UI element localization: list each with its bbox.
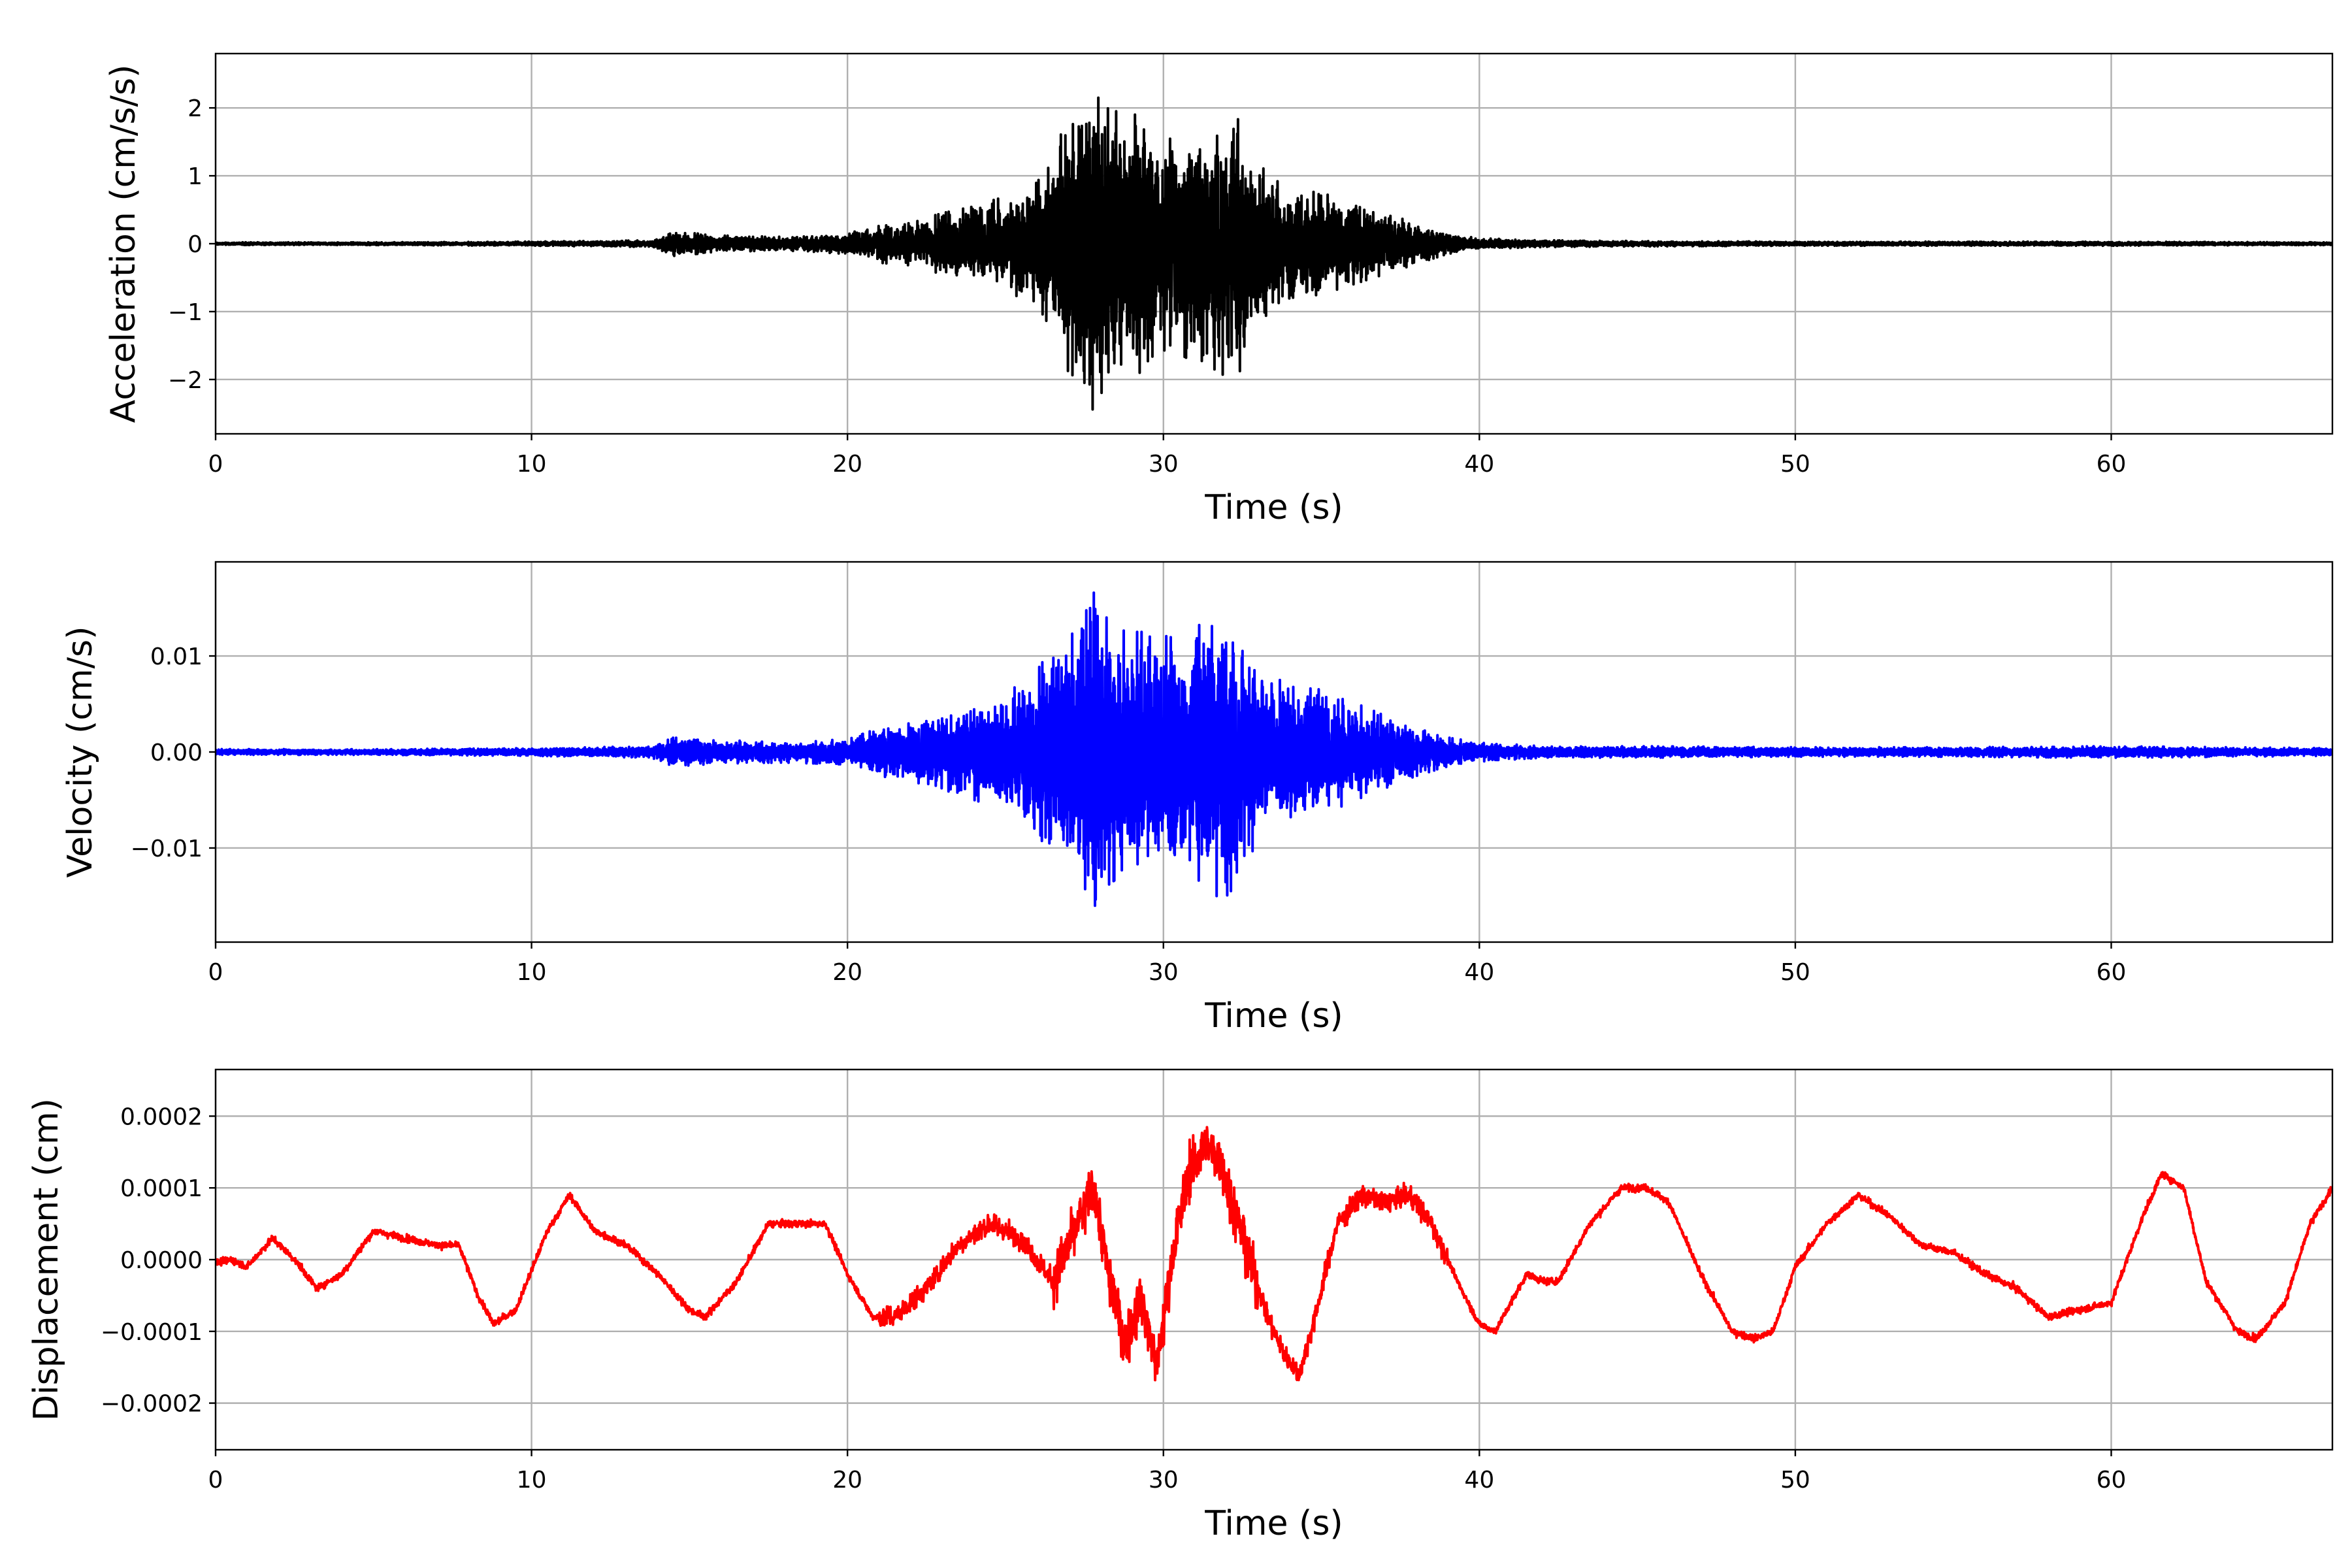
velocity-y-axis-label: Velocity (cm/s) bbox=[61, 627, 100, 878]
displacement-series-line bbox=[216, 1126, 2332, 1382]
displacement-x-tick-label: 10 bbox=[517, 1467, 547, 1494]
displacement-x-tick-label: 40 bbox=[1464, 1467, 1494, 1494]
displacement-y-tick-label: 0.0000 bbox=[120, 1247, 203, 1274]
velocity-x-tick-label: 0 bbox=[208, 959, 223, 986]
velocity-y-tick-label: 0.01 bbox=[150, 644, 203, 670]
acceleration-x-tick-label: 60 bbox=[2097, 451, 2127, 478]
acceleration-y-axis-label: Acceleration (cm/s/s) bbox=[104, 65, 143, 423]
displacement-y-axis-label: Displacement (cm) bbox=[27, 1098, 66, 1421]
acceleration-x-tick-label: 40 bbox=[1464, 451, 1494, 478]
displacement-x-tick-label: 0 bbox=[208, 1467, 223, 1494]
displacement-x-tick-label: 60 bbox=[2097, 1467, 2127, 1494]
acceleration-x-axis-label: Time (s) bbox=[1204, 488, 1343, 527]
acceleration-x-tick-label: 0 bbox=[208, 451, 223, 478]
velocity-x-tick-label: 50 bbox=[1780, 959, 1810, 986]
velocity-x-tick-label: 60 bbox=[2097, 959, 2127, 986]
displacement-panel: 0 10 20 30 40 50 60 0.0002 0.0001 0.0000 −0.0001 −0… bbox=[27, 1068, 2334, 1543]
acceleration-x-tick-label: 30 bbox=[1149, 451, 1179, 478]
displacement-x-tick-label: 50 bbox=[1780, 1467, 1810, 1494]
velocity-x-tick-label: 40 bbox=[1464, 959, 1494, 986]
acceleration-x-tick-label: 10 bbox=[517, 451, 547, 478]
acceleration-y-tick-label: −1 bbox=[168, 299, 203, 326]
acceleration-x-tick-label: 50 bbox=[1780, 451, 1810, 478]
velocity-x-axis-label: Time (s) bbox=[1204, 996, 1343, 1036]
displacement-y-tick-label: −0.0002 bbox=[101, 1391, 203, 1418]
velocity-y-tick-label: −0.01 bbox=[131, 836, 203, 862]
displacement-x-axis-label: Time (s) bbox=[1204, 1504, 1343, 1543]
velocity-y-tick-label: 0.00 bbox=[150, 740, 203, 766]
velocity-series-line bbox=[216, 591, 2332, 907]
displacement-x-tick-label: 30 bbox=[1149, 1467, 1179, 1494]
acceleration-y-tick-label: −2 bbox=[168, 367, 203, 394]
displacement-y-tick-label: 0.0002 bbox=[120, 1103, 203, 1130]
acceleration-x-tick-label: 20 bbox=[832, 451, 862, 478]
acceleration-y-tick-label: 1 bbox=[188, 163, 203, 190]
velocity-x-tick-label: 20 bbox=[832, 959, 862, 986]
acceleration-y-tick-label: 0 bbox=[188, 231, 203, 258]
displacement-x-tick-label: 20 bbox=[832, 1467, 862, 1494]
velocity-x-tick-label: 10 bbox=[517, 959, 547, 986]
acceleration-y-tick-label: 2 bbox=[188, 95, 203, 122]
displacement-y-tick-label: −0.0001 bbox=[101, 1319, 203, 1346]
velocity-x-tick-label: 30 bbox=[1149, 959, 1179, 986]
displacement-y-tick-label: 0.0001 bbox=[120, 1175, 203, 1202]
velocity-panel: 0 10 20 30 40 50 60 0.01 0.00 −0.01 Time (s) Veloci… bbox=[61, 561, 2334, 1036]
acceleration-series-line bbox=[216, 96, 2332, 411]
